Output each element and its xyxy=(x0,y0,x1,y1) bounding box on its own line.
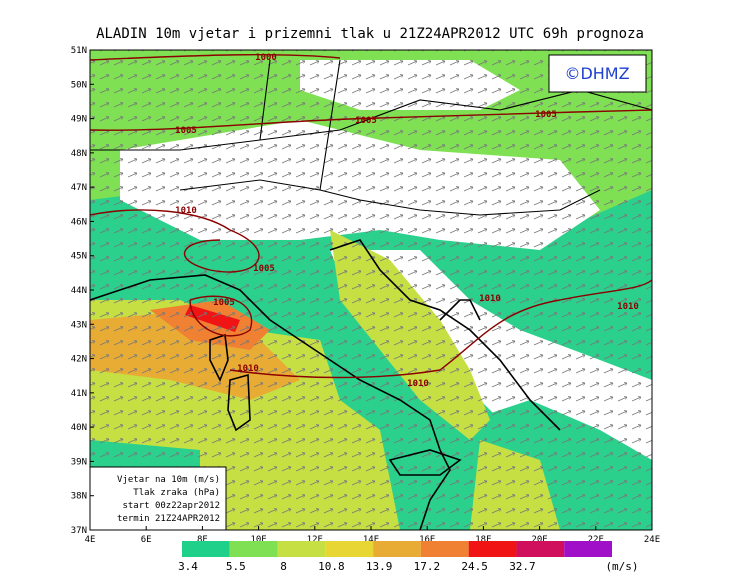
lat-label: 47N xyxy=(71,183,87,193)
colorbar-level: 24.5 xyxy=(461,560,488,573)
isobar-label: 1005 xyxy=(175,126,197,136)
info-line: Vjetar na 10m (m/s) xyxy=(117,475,220,485)
lat-label: 44N xyxy=(71,286,87,296)
info-line: Tlak zraka (hPa) xyxy=(133,488,220,498)
lon-label: 20E xyxy=(531,535,547,545)
info-line: start 00z22apr2012 xyxy=(122,501,220,511)
isobar-label: 1010 xyxy=(617,302,639,312)
colorbar-swatch xyxy=(325,541,374,557)
isobar-label: 1010 xyxy=(175,206,197,216)
isobar-label: 1010 xyxy=(407,379,429,389)
map xyxy=(90,50,652,530)
lon-label: 12E xyxy=(307,535,323,545)
isobar-label: 1005 xyxy=(355,116,377,126)
lat-label: 51N xyxy=(71,46,87,56)
lat-label: 41N xyxy=(71,389,87,399)
lat-label: 49N xyxy=(71,115,87,125)
colorbar-swatch xyxy=(420,541,469,557)
colorbar-level: 5.5 xyxy=(226,560,246,573)
lon-label: 6E xyxy=(141,535,152,545)
colorbar-swatch xyxy=(564,541,612,557)
title: ALADIN 10m vjetar i prizemni tlak u 21Z2… xyxy=(96,26,644,42)
lon-label: 8E xyxy=(197,535,208,545)
isobar-label: 1005 xyxy=(213,298,235,308)
logo: ©DHMZ xyxy=(564,64,629,83)
colorbar-swatch xyxy=(516,541,565,557)
lat-label: 43N xyxy=(71,320,87,330)
isobar-label: 1010 xyxy=(237,364,259,374)
colorbar-swatch xyxy=(182,541,230,557)
colorbar-level: 3.4 xyxy=(178,560,198,573)
lat-label: 46N xyxy=(71,217,87,227)
lat-label: 40N xyxy=(71,423,87,433)
lat-label: 50N xyxy=(71,80,87,90)
lon-label: 24E xyxy=(644,535,660,545)
info-line: termin 21Z24APR2012 xyxy=(117,514,220,524)
lat-label: 38N xyxy=(71,492,87,502)
lat-label: 39N xyxy=(71,457,87,467)
isobar-label: 1005 xyxy=(535,110,557,120)
colorbar-level: 13.9 xyxy=(366,560,393,573)
colorbar-level: 17.2 xyxy=(414,560,441,573)
lat-label: 48N xyxy=(71,149,87,159)
colorbar-swatch xyxy=(277,541,326,557)
isobar-label: 1005 xyxy=(253,264,275,274)
colorbar-level: 10.8 xyxy=(318,560,345,573)
lat-label: 45N xyxy=(71,252,87,262)
lat-label: 42N xyxy=(71,355,87,365)
lon-label: 10E xyxy=(250,535,266,545)
generated: 51N 50N 49N 48N 47N 46N 45N 44N 43N 42N 41N 40N 39N 3… xyxy=(71,46,660,573)
colorbar-level: 8 xyxy=(280,560,287,573)
lon-label: 18E xyxy=(475,535,491,545)
colorbar-swatch xyxy=(373,541,421,557)
colorbar-swatch xyxy=(468,541,517,557)
logo-box xyxy=(548,54,647,93)
isobar-label: 1010 xyxy=(479,294,501,304)
isobar-label: 1000 xyxy=(255,53,277,63)
lon-label: 14E xyxy=(363,535,379,545)
colorbar-unit: (m/s) xyxy=(605,560,638,573)
colorbar-level: 32.7 xyxy=(509,560,536,573)
lon-label: 22E xyxy=(588,535,604,545)
colorbar-swatch xyxy=(229,541,278,557)
lat-label: 37N xyxy=(71,526,87,536)
lon-label: 16E xyxy=(419,535,435,545)
info-box xyxy=(89,466,227,531)
lon-label: 4E xyxy=(85,535,96,545)
